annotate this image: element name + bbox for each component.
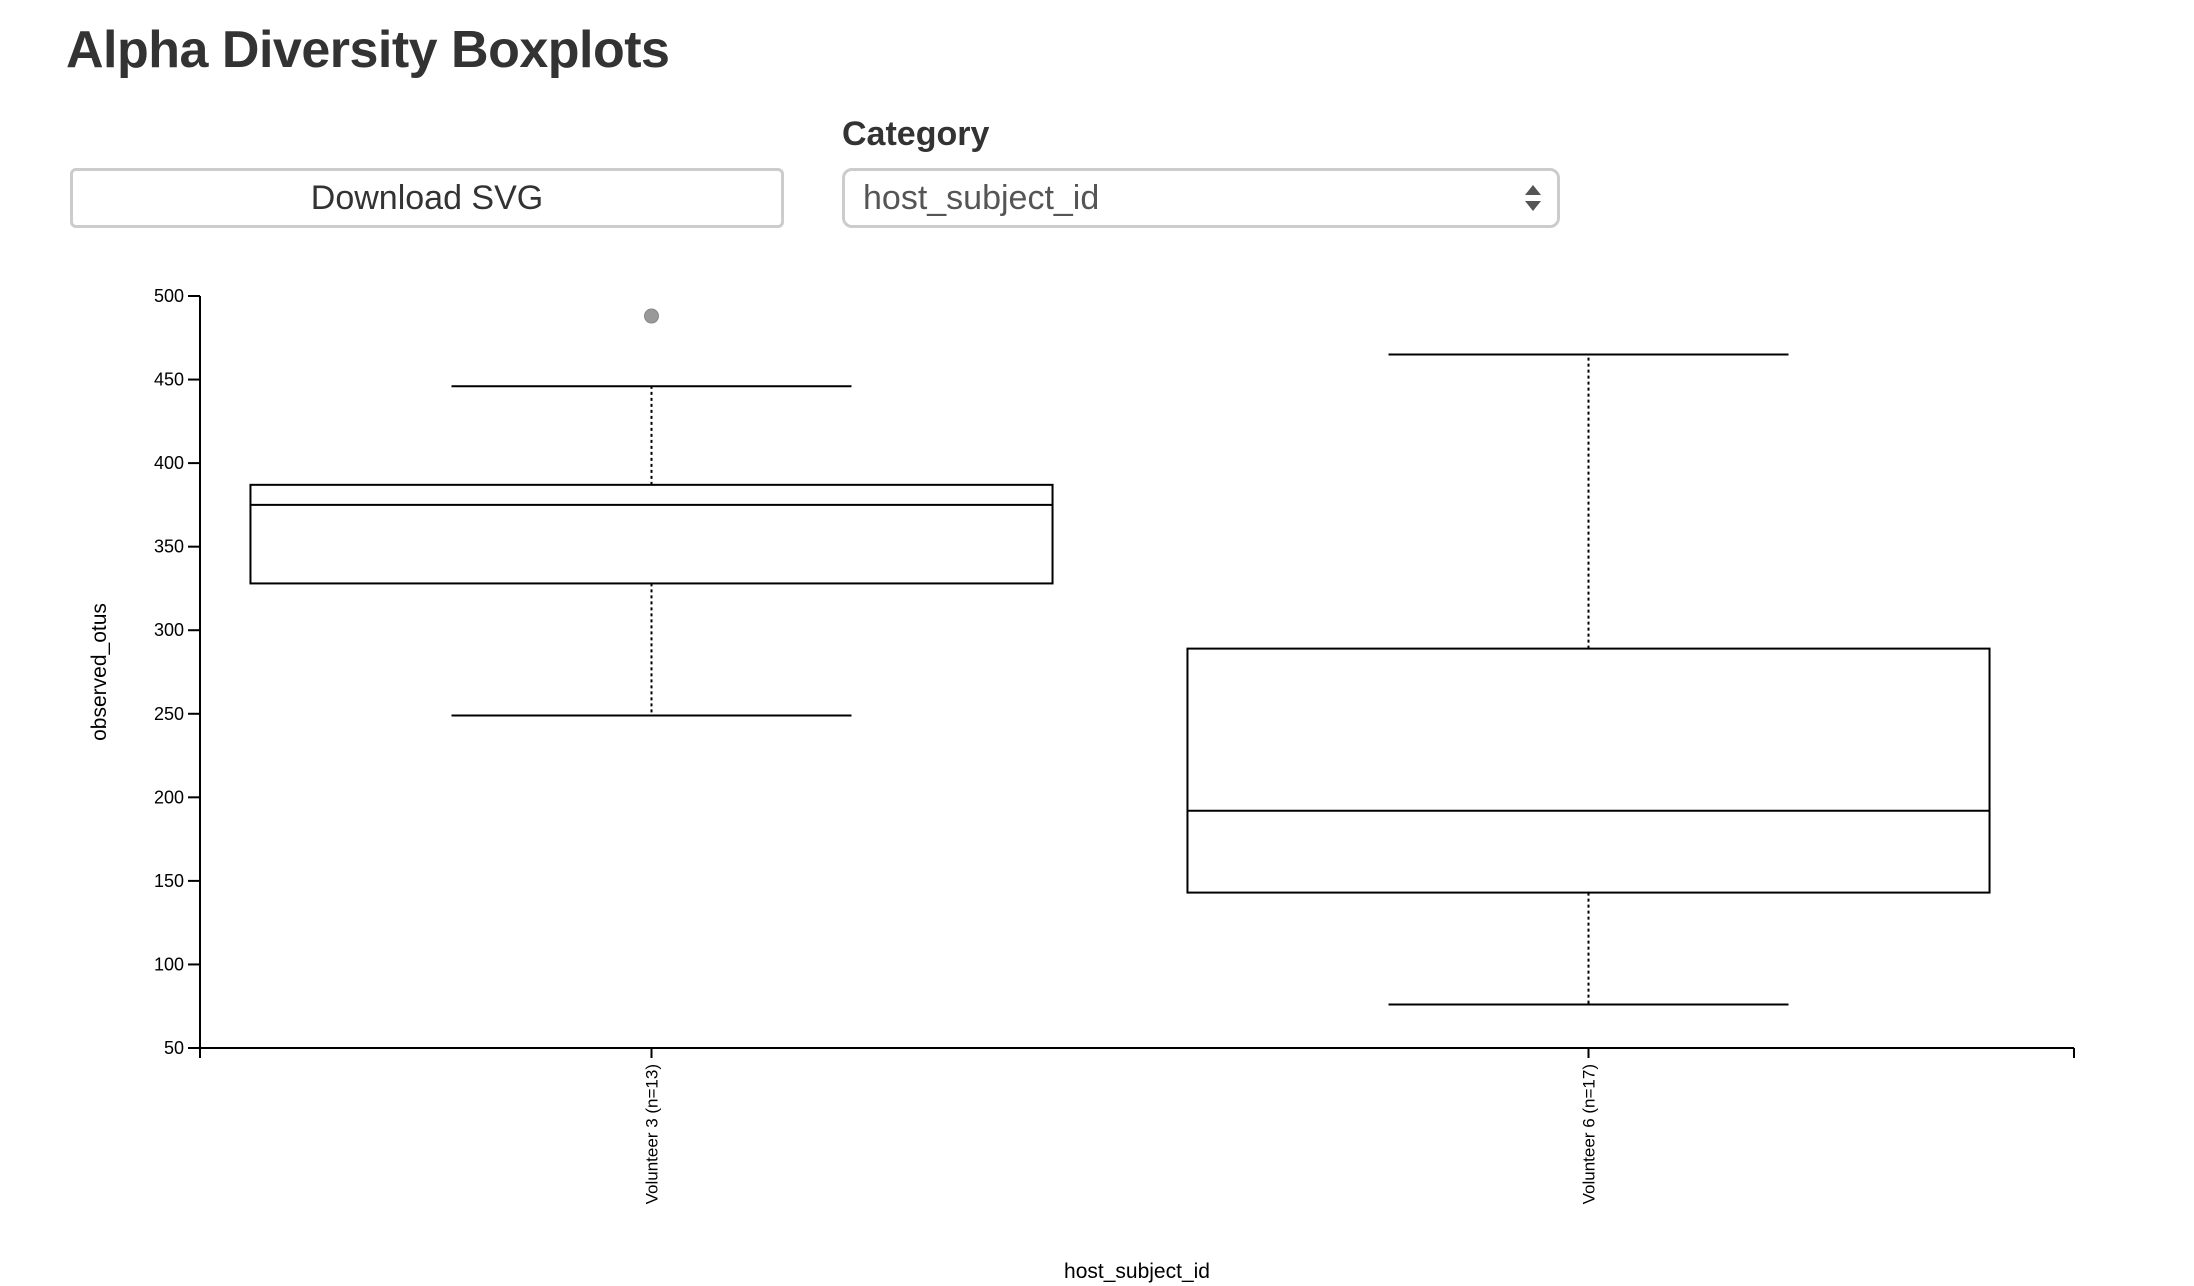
y-tick-label: 250 [154,704,184,724]
y-tick-label: 200 [154,787,184,807]
y-axis-label: observed_otus [88,603,111,741]
y-tick-label: 50 [164,1038,184,1058]
y-tick-label: 500 [154,286,184,306]
page-title: Alpha Diversity Boxplots [66,21,670,79]
download-svg-button[interactable]: Download SVG [70,168,784,228]
category-select-value: host_subject_id [863,179,1100,217]
x-tick-label: Volunteer 3 (n=13) [643,1064,662,1204]
y-tick-label: 400 [154,453,184,473]
y-tick-label: 350 [154,537,184,557]
y-tick-label: 100 [154,954,184,974]
x-axis-label: host_subject_id [1064,1260,1210,1283]
y-tick-label: 300 [154,620,184,640]
x-tick-label: Volunteer 6 (n=17) [1580,1064,1599,1204]
category-select[interactable]: host_subject_id [842,168,1560,228]
up-down-arrows-icon [1523,181,1543,215]
y-tick-label: 450 [154,370,184,390]
box [1186,647,1991,894]
y-tick-label: 150 [154,871,184,891]
box [249,483,1054,585]
outlier-point [644,308,659,324]
category-label: Category [842,115,990,153]
